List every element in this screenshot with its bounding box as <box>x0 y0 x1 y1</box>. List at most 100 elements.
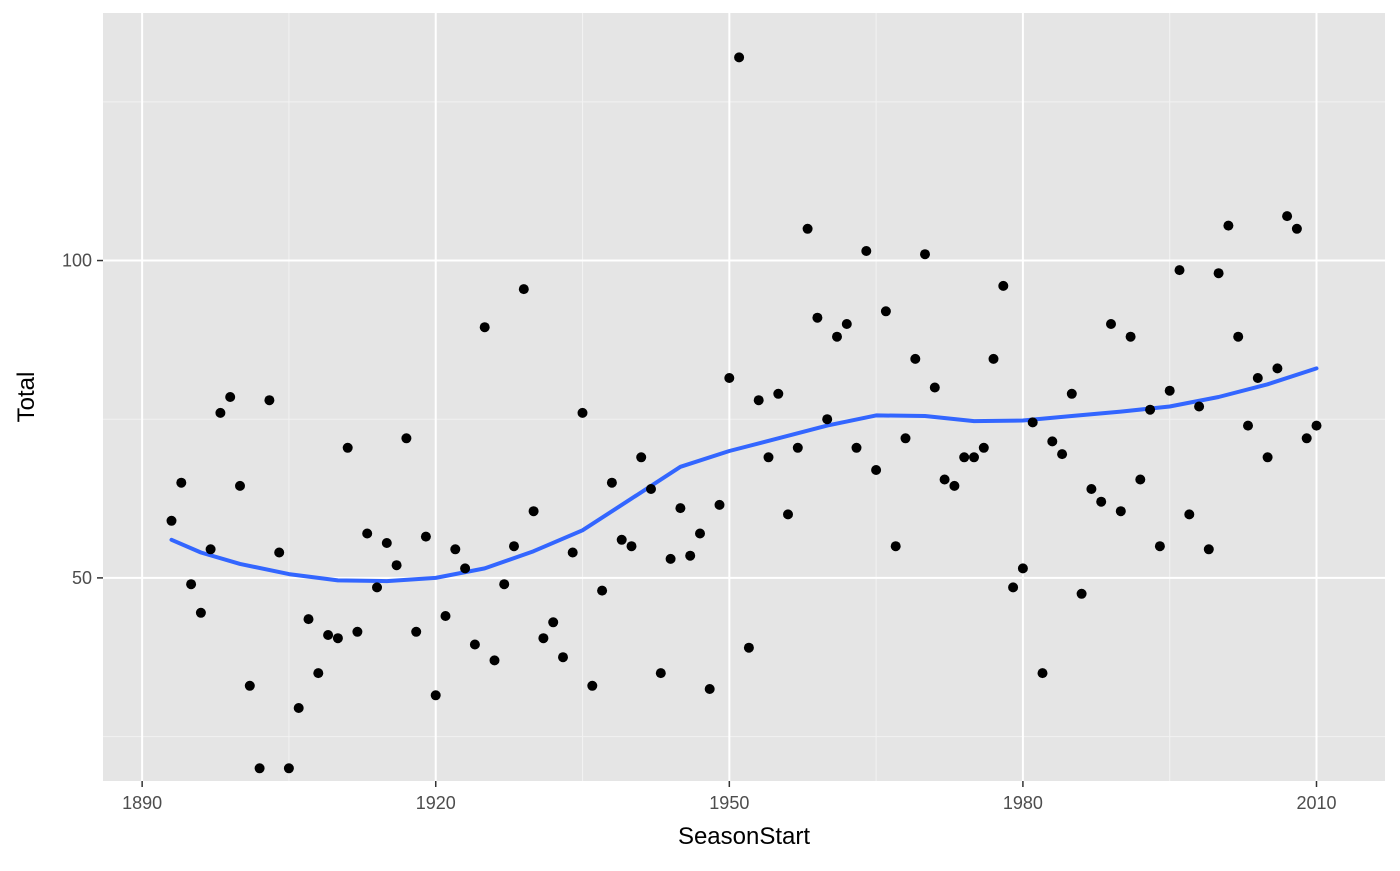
data-point <box>372 582 382 593</box>
data-point <box>626 541 637 552</box>
data-point <box>792 442 803 453</box>
data-point <box>1282 211 1293 222</box>
data-point <box>166 515 177 526</box>
data-point <box>734 52 745 63</box>
data-point <box>743 642 754 653</box>
data-point <box>988 353 999 364</box>
data-point <box>401 433 412 444</box>
data-point <box>783 509 793 520</box>
data-point <box>1291 223 1302 234</box>
data-point <box>606 477 617 488</box>
data-point <box>1203 544 1214 555</box>
data-point <box>1027 417 1038 428</box>
data-point <box>1145 404 1156 415</box>
grid-layer <box>103 13 1385 781</box>
data-point <box>978 442 989 453</box>
data-point <box>509 541 519 552</box>
data-point <box>597 585 608 596</box>
data-point <box>969 452 979 463</box>
data-point <box>685 550 696 561</box>
smooth-layer <box>169 366 1319 584</box>
data-point <box>1243 420 1253 431</box>
data-point <box>362 528 373 539</box>
data-point <box>655 668 666 679</box>
y-axis-title: Total <box>13 372 40 423</box>
data-point <box>1233 331 1244 342</box>
data-point <box>567 547 578 558</box>
data-point <box>724 373 735 383</box>
data-point <box>430 690 441 701</box>
data-point <box>195 607 206 618</box>
data-point <box>1252 373 1263 383</box>
data-point <box>411 626 422 637</box>
x-tick-label: 2010 <box>1296 793 1336 813</box>
data-point <box>1174 265 1185 276</box>
data-point <box>1008 582 1019 593</box>
data-point <box>939 474 950 485</box>
data-point <box>1106 319 1116 329</box>
points-layer <box>166 52 1322 774</box>
data-point <box>352 626 363 637</box>
data-point <box>1184 509 1195 520</box>
data-point <box>646 484 656 494</box>
data-point <box>1037 668 1048 679</box>
plot-panel <box>103 13 1385 781</box>
data-point <box>469 639 480 650</box>
data-point <box>890 541 901 552</box>
data-point <box>802 223 813 234</box>
data-point <box>1125 331 1136 342</box>
y-tick-label: 100 <box>62 251 92 271</box>
axis-layer: 1890 1920 1950 1980 2010 50 100 <box>62 251 1337 813</box>
data-point <box>1154 541 1165 552</box>
x-tick-label: 1980 <box>1003 793 1043 813</box>
data-point <box>274 547 285 558</box>
data-point <box>264 395 275 406</box>
data-point <box>587 680 598 691</box>
data-point <box>313 668 324 679</box>
data-point <box>518 284 529 295</box>
data-point <box>1086 484 1097 494</box>
data-point <box>1164 385 1175 396</box>
data-point <box>763 452 774 463</box>
data-point <box>1017 563 1028 574</box>
y-tick-label: 50 <box>72 568 92 588</box>
data-point <box>900 433 911 444</box>
data-point <box>479 322 490 333</box>
x-tick-label: 1950 <box>709 793 749 813</box>
x-axis-title: SeasonStart <box>678 823 810 850</box>
data-point <box>205 544 216 555</box>
data-point <box>636 452 647 463</box>
data-point <box>1047 436 1058 447</box>
data-point <box>460 563 471 574</box>
data-point <box>851 442 862 453</box>
data-point <box>1272 363 1283 374</box>
data-point <box>1096 496 1107 507</box>
data-point <box>929 382 940 393</box>
data-point <box>225 392 236 402</box>
data-point <box>293 703 304 713</box>
data-point <box>215 407 226 418</box>
data-point <box>176 477 187 488</box>
data-point <box>450 544 461 555</box>
data-point <box>753 395 764 406</box>
data-point <box>303 614 314 625</box>
smooth-trend-line <box>169 366 1319 584</box>
data-point <box>499 579 510 590</box>
data-point <box>528 506 539 517</box>
data-point <box>489 655 500 666</box>
x-tick-label: 1890 <box>122 793 162 813</box>
data-point <box>548 617 559 628</box>
data-point <box>323 630 334 640</box>
data-point <box>832 331 842 342</box>
data-point <box>440 611 451 621</box>
data-point <box>1115 506 1126 517</box>
data-point <box>998 280 1009 291</box>
data-point <box>773 388 784 399</box>
data-point <box>538 633 549 644</box>
data-point <box>1194 401 1205 412</box>
data-point <box>616 534 627 545</box>
data-point <box>342 442 353 453</box>
data-point <box>1311 420 1322 431</box>
